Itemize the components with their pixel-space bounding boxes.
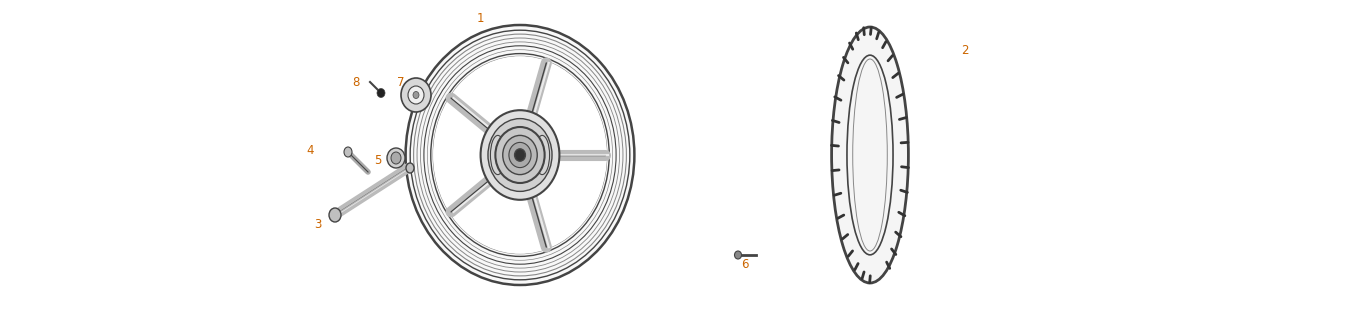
Text: 7: 7 <box>398 76 404 89</box>
Text: 2: 2 <box>961 44 969 57</box>
Ellipse shape <box>488 118 553 191</box>
Ellipse shape <box>433 56 607 254</box>
Ellipse shape <box>391 152 400 164</box>
Text: 3: 3 <box>314 217 322 230</box>
Ellipse shape <box>387 148 404 168</box>
Ellipse shape <box>491 135 506 174</box>
Ellipse shape <box>481 110 559 200</box>
Ellipse shape <box>535 135 550 174</box>
Text: 5: 5 <box>375 154 381 166</box>
Ellipse shape <box>412 91 419 99</box>
Text: 1: 1 <box>476 12 484 26</box>
Ellipse shape <box>510 142 531 168</box>
Ellipse shape <box>735 251 741 259</box>
Ellipse shape <box>495 127 545 183</box>
Ellipse shape <box>344 147 352 157</box>
Ellipse shape <box>515 149 526 161</box>
Ellipse shape <box>406 163 414 173</box>
Text: 8: 8 <box>352 76 360 89</box>
Text: 6: 6 <box>741 258 748 272</box>
Ellipse shape <box>400 78 431 112</box>
Ellipse shape <box>832 27 909 283</box>
Ellipse shape <box>408 86 425 104</box>
Text: 4: 4 <box>306 143 314 156</box>
Ellipse shape <box>503 135 538 174</box>
Ellipse shape <box>329 208 341 222</box>
Ellipse shape <box>406 25 635 285</box>
Ellipse shape <box>377 89 386 98</box>
